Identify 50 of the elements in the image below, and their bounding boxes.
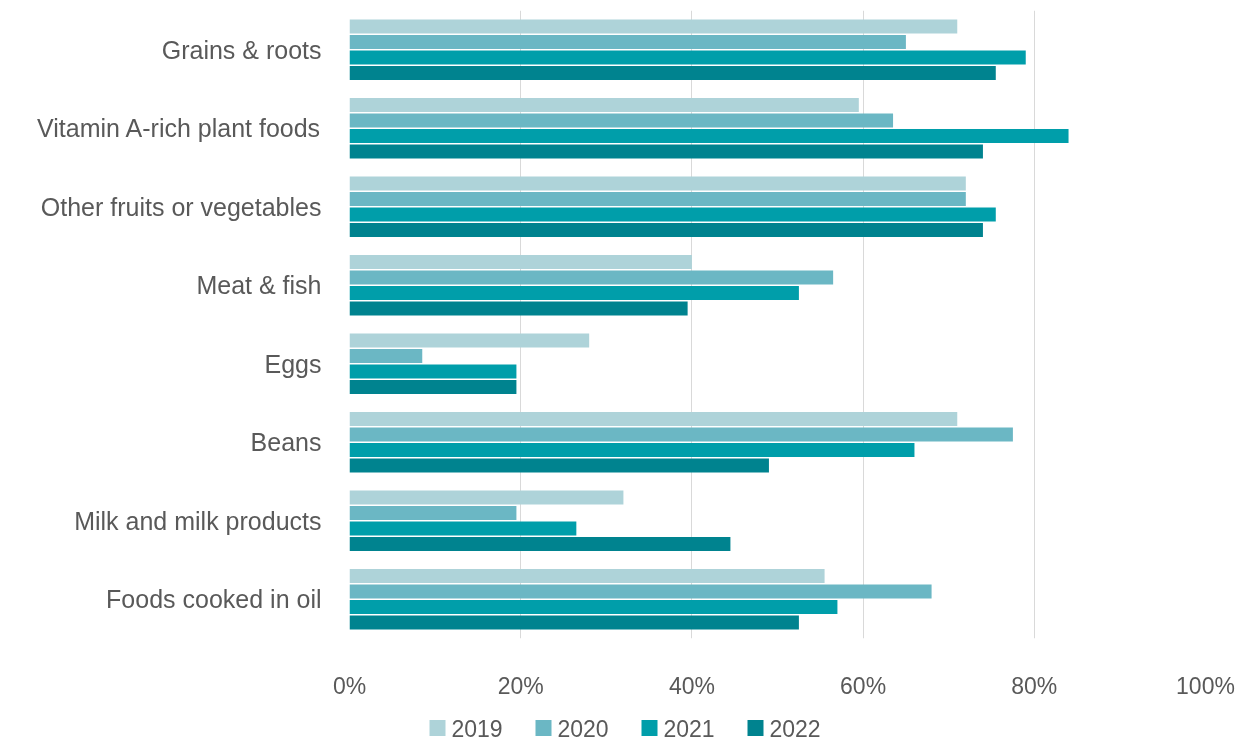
x-tick-label: 80% [1011,672,1058,699]
bar [349,113,894,128]
bar [349,19,958,34]
bar [349,536,731,551]
bar [349,286,799,300]
bar [349,50,1026,65]
bar [349,270,834,285]
bar [349,144,983,159]
y-tick-label: Eggs [264,349,322,378]
bar [349,301,688,316]
y-tick-label: Vitamin A-rich plant foods [37,114,321,143]
bar [349,35,906,49]
bar [349,192,966,206]
legend-label: 2021 [663,715,715,742]
bar [349,333,590,348]
bar [349,379,517,394]
y-tick-label: Meat & fish [196,271,322,300]
y-tick-label: Beans [250,428,322,457]
bar [349,98,859,113]
bar [349,255,692,270]
legend-label: 2022 [769,715,821,742]
y-tick-label: Other fruits or vegetables [40,192,322,221]
x-tick-label: 20% [497,672,544,699]
bar [349,600,838,614]
bar [349,443,915,457]
y-tick-label: Milk and milk products [74,506,322,535]
bar [349,176,966,191]
bar [349,427,1013,442]
legend-label: 2019 [451,715,503,742]
bar [349,458,769,473]
bar [349,584,932,599]
bar [349,506,517,520]
bar [349,65,996,80]
y-tick-label: Grains & roots [161,35,322,64]
bar [349,615,799,630]
x-tick-label: 100% [1176,672,1235,699]
legend-label: 2020 [557,715,609,742]
x-tick-label: 0% [332,672,367,699]
x-tick-label: 40% [668,672,715,699]
bar [349,364,517,379]
bar [349,412,958,427]
bar [349,207,996,222]
bar [349,569,825,584]
bar [349,222,983,237]
y-tick-label: Foods cooked in oil [106,585,322,614]
bar [349,521,577,536]
bar [349,129,1069,143]
bar [349,349,423,363]
bar [349,490,624,505]
x-tick-label: 60% [840,672,887,699]
